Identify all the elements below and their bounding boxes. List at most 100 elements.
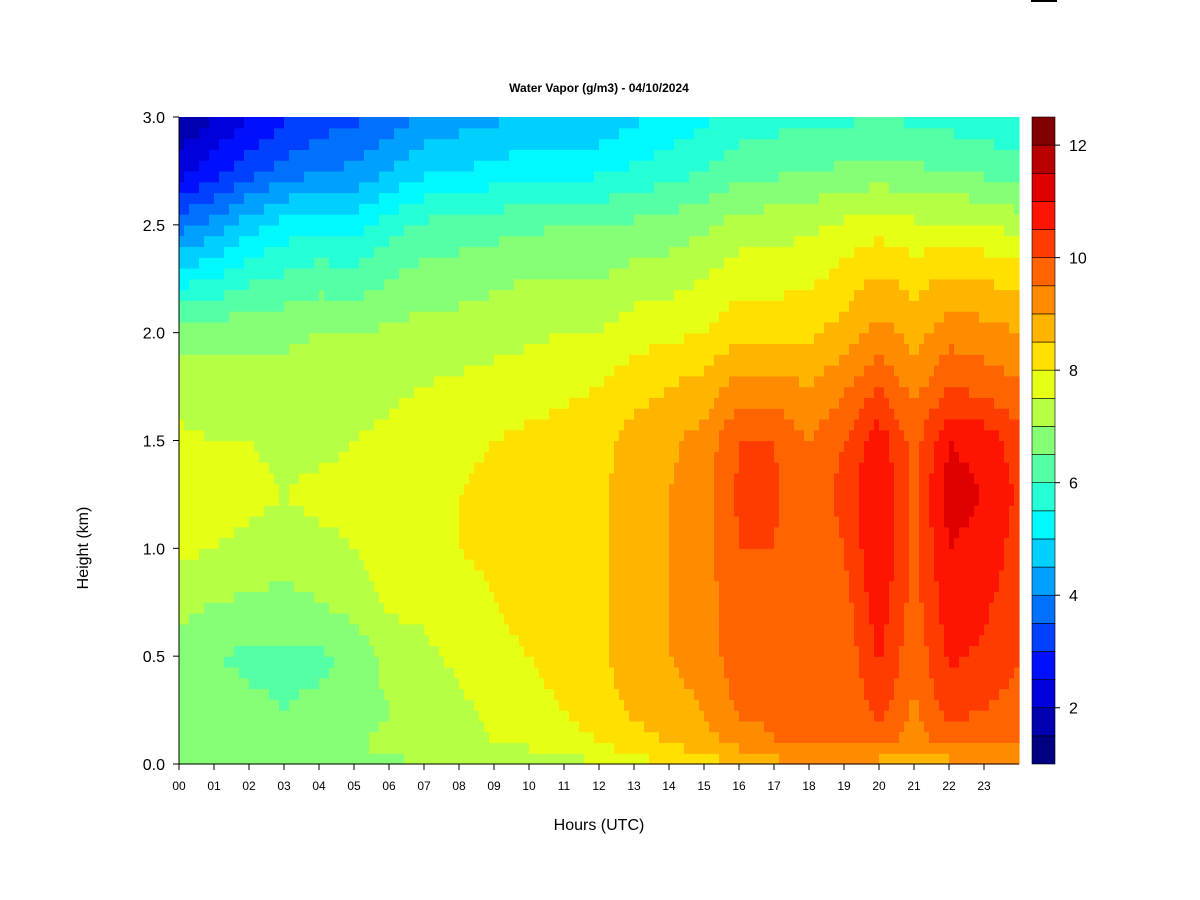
heatmap-cell bbox=[384, 278, 515, 291]
colorbar-tick-label: 10 bbox=[1069, 251, 1087, 268]
heatmap-cell bbox=[919, 462, 935, 474]
heatmap-cell bbox=[794, 235, 875, 247]
heatmap-cell bbox=[549, 408, 635, 420]
heatmap-cell bbox=[784, 408, 830, 420]
heatmap-cell bbox=[684, 332, 815, 345]
heatmap-cell bbox=[619, 429, 685, 442]
heatmap-cell bbox=[899, 418, 925, 431]
heatmap-cell bbox=[1014, 666, 1020, 679]
heatmap-cell bbox=[224, 224, 260, 237]
heatmap-cell bbox=[839, 257, 1020, 269]
heatmap-cell bbox=[379, 677, 460, 690]
heatmap-cell bbox=[929, 515, 945, 528]
heatmap-cell bbox=[899, 375, 930, 388]
heatmap-cell bbox=[669, 537, 715, 549]
heatmap-cell bbox=[319, 289, 325, 301]
heatmap-cell bbox=[199, 548, 360, 560]
heatmap-cell bbox=[859, 505, 895, 517]
heatmap-cell bbox=[189, 613, 350, 625]
heatmap-cell bbox=[919, 710, 945, 722]
heatmap-cell bbox=[329, 127, 395, 140]
colorbar-swatch bbox=[1031, 538, 1056, 568]
heatmap-cell bbox=[904, 332, 925, 345]
heatmap-cell bbox=[839, 354, 875, 366]
heatmap-cell bbox=[514, 278, 695, 291]
heatmap-cell bbox=[859, 666, 900, 679]
heatmap-cell bbox=[919, 440, 935, 452]
heatmap-cell bbox=[674, 138, 740, 150]
heatmap-cell bbox=[399, 203, 505, 215]
colorbar-swatch bbox=[1031, 201, 1056, 230]
heatmap-cell bbox=[1004, 537, 1020, 549]
heatmap-cell bbox=[799, 375, 815, 388]
heatmap-cell bbox=[1009, 472, 1020, 485]
heatmap-cell bbox=[609, 569, 670, 582]
heatmap-cell bbox=[894, 677, 935, 690]
heatmap-cell bbox=[289, 192, 380, 204]
heatmap-cell bbox=[379, 321, 605, 334]
colorbar-swatch bbox=[1031, 313, 1056, 343]
heatmap-cell bbox=[934, 548, 1005, 560]
heatmap-cell bbox=[909, 483, 920, 496]
heatmap-cell bbox=[894, 505, 910, 517]
heatmap-cell bbox=[504, 429, 620, 442]
heatmap-cell bbox=[924, 623, 945, 636]
heatmap-cell bbox=[474, 462, 615, 474]
heatmap-cell bbox=[609, 580, 670, 593]
heatmap-cell bbox=[669, 613, 720, 625]
x-tick-label: 09 bbox=[487, 779, 501, 793]
heatmap-cell bbox=[894, 559, 910, 571]
heatmap-cell bbox=[179, 224, 185, 237]
heatmap-cell bbox=[179, 494, 280, 506]
heatmap-cell bbox=[849, 429, 870, 442]
heatmap-cell bbox=[379, 656, 445, 668]
heatmap-cell bbox=[179, 623, 360, 636]
heatmap-cell bbox=[189, 278, 250, 291]
heatmap-cell bbox=[279, 214, 380, 226]
heatmap-cell bbox=[729, 677, 865, 690]
heatmap-cell bbox=[909, 494, 920, 506]
heatmap-cell bbox=[874, 354, 885, 366]
heatmap-cell bbox=[779, 494, 835, 506]
heatmap-cell bbox=[224, 246, 265, 258]
x-tick-label: 06 bbox=[382, 779, 396, 793]
x-tick-label: 21 bbox=[907, 779, 921, 793]
heatmap-cell bbox=[999, 569, 1020, 582]
heatmap-cell bbox=[734, 408, 785, 420]
heatmap-cell bbox=[909, 505, 920, 517]
heatmap-cell bbox=[179, 472, 275, 485]
heatmap-cell bbox=[179, 569, 370, 582]
heatmap-cell bbox=[184, 418, 375, 431]
heatmap-cell bbox=[889, 602, 905, 614]
heatmap-cell bbox=[719, 613, 855, 625]
heatmap-cell bbox=[714, 483, 735, 496]
heatmap-cell bbox=[419, 257, 630, 269]
heatmap-cell bbox=[779, 462, 840, 474]
heatmap-cell bbox=[909, 246, 925, 258]
heatmap-cell bbox=[854, 246, 910, 258]
heatmap-cell bbox=[234, 181, 270, 194]
heatmap-cell bbox=[179, 451, 260, 463]
x-tick-label: 04 bbox=[312, 779, 326, 793]
heatmap-cell bbox=[389, 235, 500, 247]
heatmap-cell bbox=[609, 483, 670, 496]
heatmap-cell bbox=[364, 559, 475, 571]
heatmap-cell bbox=[934, 365, 1005, 377]
heatmap-cell bbox=[669, 580, 720, 593]
heatmap-cell bbox=[614, 742, 685, 754]
heatmap-cell bbox=[814, 332, 860, 345]
heatmap-cell bbox=[859, 462, 895, 474]
heatmap-cell bbox=[494, 354, 630, 366]
heatmap-cell bbox=[939, 613, 990, 625]
heatmap-cell bbox=[669, 623, 720, 636]
heatmap-cell bbox=[974, 505, 1010, 517]
heatmap-cell bbox=[239, 666, 330, 679]
heatmap-cell bbox=[904, 602, 925, 614]
heatmap-cell bbox=[909, 580, 920, 593]
heatmap-cell bbox=[844, 214, 915, 226]
heatmap-cell bbox=[589, 386, 665, 398]
heatmap-cell bbox=[729, 181, 870, 194]
heatmap-cell bbox=[724, 214, 845, 226]
heatmap-cell bbox=[669, 602, 720, 614]
heatmap-cell bbox=[199, 160, 235, 172]
